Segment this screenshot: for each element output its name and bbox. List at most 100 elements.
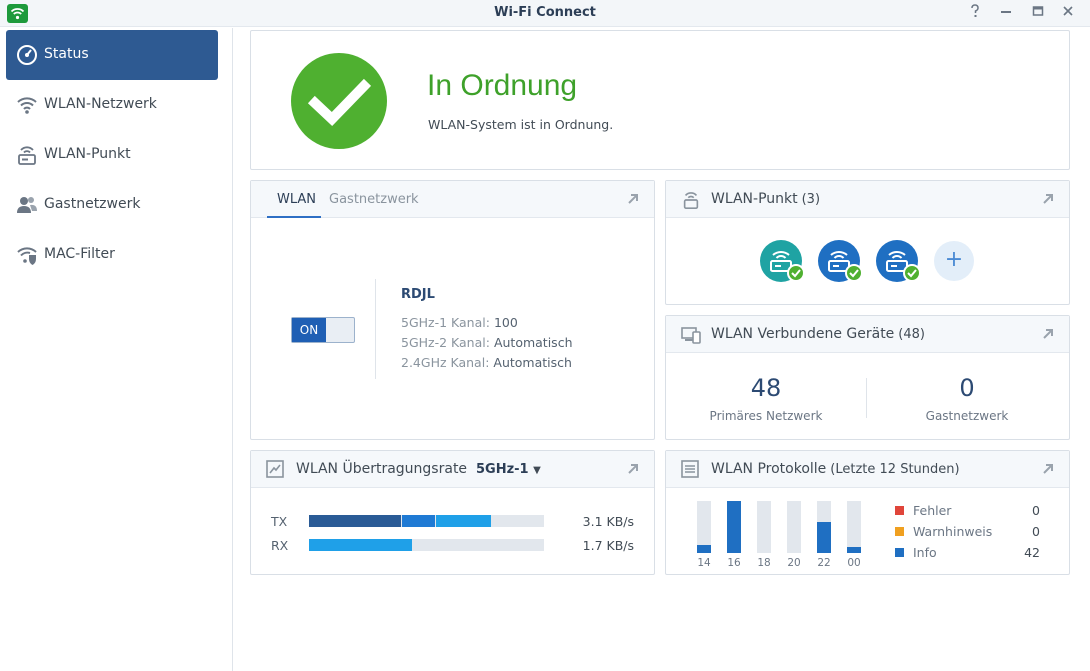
- title-bar: Wi-Fi Connect: [0, 0, 1090, 27]
- log-panel-title-text: WLAN Protokolle: [711, 461, 827, 477]
- divider: [375, 279, 376, 379]
- channel-value: Automatisch: [493, 335, 573, 350]
- access-point-2[interactable]: [818, 240, 863, 282]
- maximize-icon[interactable]: [1028, 4, 1048, 22]
- legend-value-error: 0: [1032, 503, 1040, 518]
- log-hour-label: 16: [727, 557, 741, 569]
- channel-value: Automatisch: [493, 355, 572, 370]
- channel-row: 2.4GHz Kanal: Automatisch: [401, 355, 572, 370]
- access-point-1[interactable]: [760, 240, 805, 282]
- logs-panel-header: WLAN Protokolle (Letzte 12 Stunden): [666, 451, 1069, 488]
- devices-icon: [681, 325, 701, 345]
- expand-icon[interactable]: [1041, 327, 1055, 341]
- log-hour-label: 14: [697, 557, 711, 569]
- wlan-panel-header: WLAN Gastnetzwerk: [251, 181, 654, 218]
- wlan-toggle[interactable]: ON: [291, 317, 355, 343]
- status-ok-icon: [291, 53, 387, 149]
- channel-row: 5GHz-2 Kanal: Automatisch: [401, 335, 573, 350]
- ssid-name: RDJL: [401, 287, 435, 302]
- log-list-icon: [681, 460, 701, 480]
- tx-bar-segment-1: [309, 515, 401, 527]
- help-icon[interactable]: [965, 4, 985, 22]
- tx-bar: [309, 515, 544, 527]
- sidebar-item-label: WLAN-Netzwerk: [44, 96, 157, 112]
- legend-swatch-info: [895, 548, 904, 557]
- devices-panel-title-text: WLAN Verbundene Geräte: [711, 326, 895, 342]
- log-bar-fill: [727, 501, 741, 553]
- log-bar-16: [727, 501, 741, 553]
- guest-users-icon: [16, 194, 38, 216]
- sidebar-item-mac-filter[interactable]: MAC-Filter: [6, 230, 218, 280]
- panel-title: WLAN Übertragungsrate: [296, 461, 468, 477]
- expand-icon[interactable]: [626, 462, 640, 476]
- devices-count: (48): [898, 327, 925, 342]
- ap-count: (3): [801, 192, 821, 207]
- wlan-panel: WLAN Gastnetzwerk ON RDJL 5GHz-1 Kanal: 1…: [250, 180, 655, 440]
- access-point-panel-header: WLAN-Punkt (3): [666, 181, 1069, 218]
- dashboard-icon: [16, 44, 38, 66]
- access-point-panel: WLAN-Punkt (3) +: [665, 180, 1070, 305]
- status-message: WLAN-System ist in Ordnung.: [428, 117, 614, 132]
- wifi-icon: [16, 94, 38, 116]
- primary-network-label: Primäres Netzwerk: [709, 409, 823, 423]
- tx-bar-segment-3: [436, 515, 491, 527]
- access-point-icon: [681, 190, 701, 210]
- add-access-point-button[interactable]: +: [934, 241, 974, 281]
- sidebar-item-gastnetzwerk[interactable]: Gastnetzwerk: [6, 180, 218, 230]
- line-chart-icon: [266, 460, 286, 480]
- tx-bar-segment-2: [402, 515, 435, 527]
- legend-value-warning: 0: [1032, 524, 1040, 539]
- sidebar-item-label: WLAN-Punkt: [44, 146, 131, 162]
- rx-bar: [309, 539, 544, 551]
- log-hour-label: 00: [847, 557, 861, 569]
- guest-network-count: 0: [959, 374, 975, 402]
- channel-key: 5GHz-1 Kanal:: [401, 315, 490, 330]
- access-point-icon: [16, 144, 38, 166]
- guest-network-label: Gastnetzwerk: [925, 409, 1009, 423]
- sidebar-item-label: Status: [44, 46, 89, 62]
- sidebar-item-status[interactable]: Status: [6, 30, 218, 80]
- log-bar-fill: [697, 545, 711, 553]
- access-point-3[interactable]: [876, 240, 921, 282]
- status-ok-icon: [845, 264, 863, 282]
- rx-label: RX: [271, 538, 289, 553]
- panel-title: WLAN Verbundene Geräte (48): [711, 326, 925, 342]
- sidebar-item-label: Gastnetzwerk: [44, 196, 141, 212]
- log-bar-18: [757, 501, 771, 553]
- legend-swatch-error: [895, 506, 904, 515]
- connected-devices-panel: WLAN Verbundene Geräte (48) 48 Primäres N…: [665, 315, 1070, 440]
- channel-row: 5GHz-1 Kanal: 100: [401, 315, 518, 330]
- status-panel: In Ordnung WLAN-System ist in Ordnung.: [250, 30, 1070, 170]
- toggle-on-label: ON: [292, 318, 326, 342]
- legend-label-warning: Warnhinweis: [913, 524, 993, 539]
- status-headline: In Ordnung: [427, 69, 578, 102]
- log-bar-fill: [817, 522, 831, 553]
- ap-panel-title-text: WLAN-Punkt: [711, 191, 798, 207]
- tab-wlan[interactable]: WLAN: [277, 192, 317, 207]
- divider: [866, 378, 867, 418]
- minimize-icon[interactable]: [996, 4, 1016, 22]
- tab-gastnetzwerk[interactable]: Gastnetzwerk: [329, 192, 419, 207]
- wifi-shield-icon: [16, 244, 38, 266]
- rx-bar-segment-1: [309, 539, 412, 551]
- band-selector-value: 5GHz-1: [476, 462, 529, 477]
- expand-icon[interactable]: [1041, 462, 1055, 476]
- expand-icon[interactable]: [1041, 192, 1055, 206]
- close-icon[interactable]: [1058, 4, 1078, 22]
- log-hour-label: 18: [757, 557, 771, 569]
- log-bar-00: [847, 501, 861, 553]
- window-title: Wi-Fi Connect: [494, 5, 596, 20]
- transfer-rate-panel-header: WLAN Übertragungsrate 5GHz-1 ▼: [251, 451, 654, 488]
- band-selector[interactable]: 5GHz-1 ▼: [476, 462, 541, 477]
- log-hour-label: 20: [787, 557, 801, 569]
- rx-value: 1.7 KB/s: [582, 538, 634, 553]
- sidebar-item-label: MAC-Filter: [44, 246, 115, 262]
- log-bar-20: [787, 501, 801, 553]
- status-ok-icon: [903, 264, 921, 282]
- expand-icon[interactable]: [626, 192, 640, 206]
- tx-label: TX: [271, 514, 288, 529]
- sidebar-item-wlan-netzwerk[interactable]: WLAN-Netzwerk: [6, 80, 218, 130]
- sidebar-item-wlan-punkt[interactable]: WLAN-Punkt: [6, 130, 218, 180]
- status-ok-icon: [787, 264, 805, 282]
- log-bar-14: [697, 501, 711, 553]
